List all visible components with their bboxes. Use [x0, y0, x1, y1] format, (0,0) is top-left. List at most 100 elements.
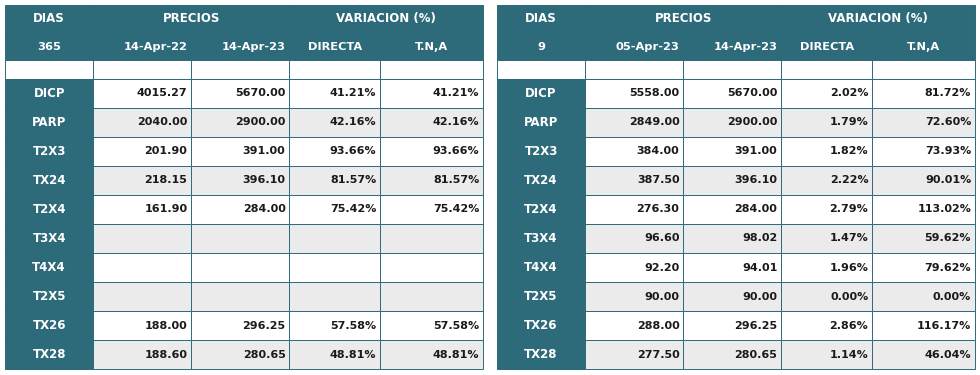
Text: 42.16%: 42.16%	[330, 117, 376, 127]
Bar	[191, 136, 289, 166]
Bar	[289, 108, 380, 136]
Bar	[93, 60, 191, 78]
Text: 284.00: 284.00	[735, 204, 777, 214]
Text: DIAS: DIAS	[525, 12, 557, 25]
Bar	[683, 311, 781, 340]
Text: 396.10: 396.10	[734, 175, 777, 185]
Bar	[585, 4, 781, 33]
Text: TX28: TX28	[32, 348, 66, 361]
Bar	[289, 253, 380, 282]
Bar	[585, 136, 683, 166]
Bar	[289, 311, 380, 340]
Text: T2X5: T2X5	[524, 290, 558, 303]
Bar	[289, 136, 380, 166]
Text: DIAS: DIAS	[33, 12, 65, 25]
Text: 284.00: 284.00	[243, 204, 285, 214]
Bar	[93, 224, 191, 253]
Bar	[497, 4, 585, 33]
Bar	[380, 224, 483, 253]
Text: 276.30: 276.30	[637, 204, 679, 214]
Bar	[872, 195, 975, 224]
Bar	[93, 33, 191, 60]
Bar	[5, 78, 93, 108]
Text: 365: 365	[37, 42, 61, 51]
Text: 1.47%: 1.47%	[830, 234, 868, 243]
Text: DICP: DICP	[525, 87, 557, 99]
Bar	[497, 108, 585, 136]
Bar	[380, 108, 483, 136]
Bar	[380, 340, 483, 369]
Bar	[289, 4, 483, 33]
Bar	[497, 311, 585, 340]
Text: VARIACION (%): VARIACION (%)	[336, 12, 436, 25]
Bar	[683, 253, 781, 282]
Text: PARP: PARP	[524, 116, 559, 129]
Bar	[5, 253, 93, 282]
Text: 2900.00: 2900.00	[727, 117, 777, 127]
Text: 296.25: 296.25	[734, 321, 777, 331]
Text: 1.96%: 1.96%	[829, 262, 868, 273]
Bar	[781, 136, 872, 166]
Bar	[93, 253, 191, 282]
Bar	[5, 282, 93, 311]
Text: 2.02%: 2.02%	[830, 88, 868, 98]
Bar	[380, 78, 483, 108]
Text: 280.65: 280.65	[735, 350, 777, 360]
Bar	[191, 33, 289, 60]
Text: 277.50: 277.50	[637, 350, 679, 360]
Text: T2X4: T2X4	[524, 203, 558, 216]
Text: 41.21%: 41.21%	[433, 88, 479, 98]
Text: T.N,A: T.N,A	[907, 42, 940, 51]
Bar	[872, 253, 975, 282]
Text: 90.01%: 90.01%	[925, 175, 971, 185]
Text: 57.58%: 57.58%	[330, 321, 376, 331]
Text: 42.16%: 42.16%	[432, 117, 479, 127]
Bar	[93, 311, 191, 340]
Bar	[5, 60, 93, 78]
Text: 384.00: 384.00	[637, 146, 679, 156]
Bar	[191, 282, 289, 311]
Bar	[5, 108, 93, 136]
Bar	[191, 253, 289, 282]
Text: 9: 9	[537, 42, 545, 51]
Text: 288.00: 288.00	[637, 321, 679, 331]
Text: 113.02%: 113.02%	[917, 204, 971, 214]
Text: DIRECTA: DIRECTA	[800, 42, 854, 51]
Bar	[93, 136, 191, 166]
Bar	[93, 340, 191, 369]
Text: T4X4: T4X4	[32, 261, 66, 274]
Bar	[585, 166, 683, 195]
Bar	[781, 78, 872, 108]
Text: TX28: TX28	[524, 348, 558, 361]
Text: 2849.00: 2849.00	[629, 117, 679, 127]
Bar	[872, 282, 975, 311]
Text: 46.04%: 46.04%	[924, 350, 971, 360]
Text: 391.00: 391.00	[735, 146, 777, 156]
Text: 116.17%: 116.17%	[917, 321, 971, 331]
Bar	[497, 195, 585, 224]
Bar	[191, 60, 289, 78]
Text: 387.50: 387.50	[637, 175, 679, 185]
Bar	[191, 340, 289, 369]
Text: 48.81%: 48.81%	[433, 350, 479, 360]
Text: 1.82%: 1.82%	[830, 146, 868, 156]
Text: T.N,A: T.N,A	[416, 42, 448, 51]
Text: 14-Apr-22: 14-Apr-22	[123, 42, 187, 51]
Text: 161.90: 161.90	[144, 204, 187, 214]
Text: T4X4: T4X4	[524, 261, 558, 274]
Bar	[683, 166, 781, 195]
Bar	[872, 78, 975, 108]
Text: T2X5: T2X5	[32, 290, 66, 303]
Bar	[380, 311, 483, 340]
Bar	[683, 60, 781, 78]
Bar	[781, 33, 872, 60]
Text: PRECIOS: PRECIOS	[655, 12, 712, 25]
Bar	[585, 33, 683, 60]
Bar	[289, 340, 380, 369]
Text: 1.79%: 1.79%	[830, 117, 868, 127]
Bar	[191, 166, 289, 195]
Bar	[289, 224, 380, 253]
Text: TX26: TX26	[32, 319, 66, 332]
Bar	[781, 108, 872, 136]
Bar	[5, 224, 93, 253]
